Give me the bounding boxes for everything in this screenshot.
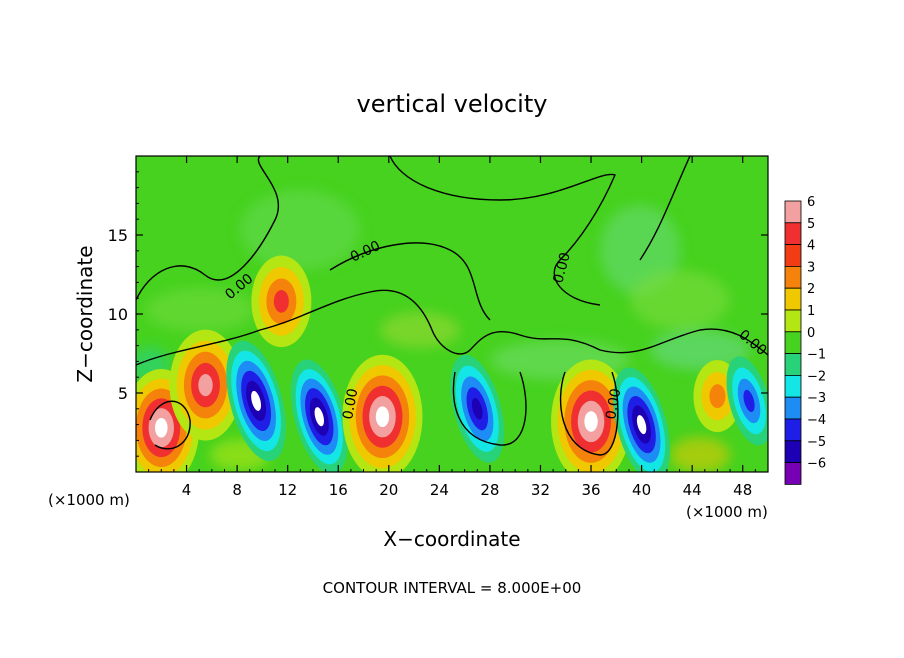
colorbar-swatch bbox=[784, 374, 802, 398]
colorbar-label: 2 bbox=[807, 282, 815, 297]
x-tick-label: 28 bbox=[480, 481, 499, 499]
contour-interval-footer: CONTOUR INTERVAL = 8.000E+00 bbox=[323, 579, 582, 597]
y-ticks: 5 10 15 bbox=[108, 171, 768, 457]
colorbar-swatch bbox=[784, 462, 802, 485]
colorbar-swatch bbox=[784, 331, 802, 354]
colorbar-label: −2 bbox=[807, 369, 826, 384]
colorbar-label: 3 bbox=[807, 260, 815, 275]
x-tick-label: 8 bbox=[232, 481, 242, 499]
contour-lines bbox=[136, 156, 768, 456]
velocity-cell bbox=[290, 359, 348, 472]
velocity-cell bbox=[251, 255, 312, 348]
contour-label: 0.00 bbox=[603, 387, 624, 420]
colorbar: 6 5 4 3 2 1 0 −1 −2 −3 −4 −5 −6 bbox=[784, 195, 826, 485]
x-tick-label: 20 bbox=[379, 481, 398, 499]
colorbar-label: 5 bbox=[807, 217, 815, 232]
velocity-cell-band bbox=[154, 417, 168, 438]
colorbar-swatch bbox=[784, 200, 802, 224]
colorbar-swatch bbox=[784, 418, 802, 442]
y-axis-label: Z−coordinate bbox=[73, 245, 97, 382]
contour-label: 0.00 bbox=[340, 387, 361, 420]
colorbar-swatch bbox=[784, 396, 802, 420]
y-tick-label: 10 bbox=[108, 305, 128, 324]
colorbar-label: 0 bbox=[807, 326, 815, 341]
colorbar-label: 6 bbox=[807, 195, 815, 210]
colorbar-label: −6 bbox=[807, 457, 826, 472]
x-tick-label: 44 bbox=[683, 481, 702, 499]
velocity-cell bbox=[226, 340, 286, 462]
velocity-cell-band bbox=[314, 407, 324, 427]
colorbar-swatch bbox=[784, 440, 802, 463]
velocity-cell bbox=[551, 359, 632, 472]
colorbar-swatch bbox=[784, 353, 802, 376]
x-tick-label: 48 bbox=[733, 481, 752, 499]
colorbar-swatch bbox=[784, 222, 802, 246]
colorbar-label: −1 bbox=[807, 348, 826, 363]
velocity-cell-band bbox=[743, 389, 755, 412]
chart-title: vertical velocity bbox=[357, 90, 548, 118]
colorbar-label: 4 bbox=[807, 239, 815, 254]
colorbar-label: −5 bbox=[807, 435, 826, 450]
velocity-cell bbox=[726, 356, 768, 446]
colorbar-swatch bbox=[784, 309, 802, 333]
velocity-cell-band bbox=[636, 415, 647, 435]
contour-label: 0.00 bbox=[550, 251, 574, 285]
colorbar-swatch bbox=[784, 265, 802, 289]
velocity-cell-band bbox=[375, 406, 390, 428]
x-axis-label: X−coordinate bbox=[383, 527, 520, 551]
colorbar-label: −4 bbox=[807, 413, 826, 428]
x-tick-label: 12 bbox=[278, 481, 297, 499]
x-axis-unit-right: (×1000 m) bbox=[686, 503, 768, 521]
colorbar-label: −3 bbox=[807, 391, 826, 406]
x-tick-label: 36 bbox=[581, 481, 600, 499]
velocity-cell bbox=[450, 354, 505, 463]
velocity-cell-band bbox=[709, 384, 726, 409]
x-tick-label: 24 bbox=[430, 481, 449, 499]
y-tick-label: 15 bbox=[108, 226, 128, 245]
velocity-cell-band bbox=[273, 289, 289, 313]
velocity-cell-band bbox=[251, 390, 262, 411]
y-tick-label: 5 bbox=[118, 384, 128, 403]
colorbar-label: 1 bbox=[807, 304, 815, 319]
velocity-cell bbox=[613, 367, 670, 472]
velocity-cell-band bbox=[584, 411, 598, 432]
x-tick-label: 16 bbox=[329, 481, 348, 499]
velocity-cell-band bbox=[471, 398, 483, 420]
colorbar-swatch bbox=[784, 244, 802, 267]
x-tick-label: 32 bbox=[531, 481, 550, 499]
x-axis-unit-left: (×1000 m) bbox=[48, 491, 130, 509]
x-tick-label: 4 bbox=[182, 481, 192, 499]
velocity-cell bbox=[342, 354, 423, 472]
x-ticks: 4 8 12 16 20 24 28 32 36 40 44 48 bbox=[148, 156, 756, 499]
velocity-cell-band bbox=[198, 374, 213, 397]
colorbar-swatch bbox=[784, 287, 802, 311]
x-tick-label: 40 bbox=[632, 481, 651, 499]
